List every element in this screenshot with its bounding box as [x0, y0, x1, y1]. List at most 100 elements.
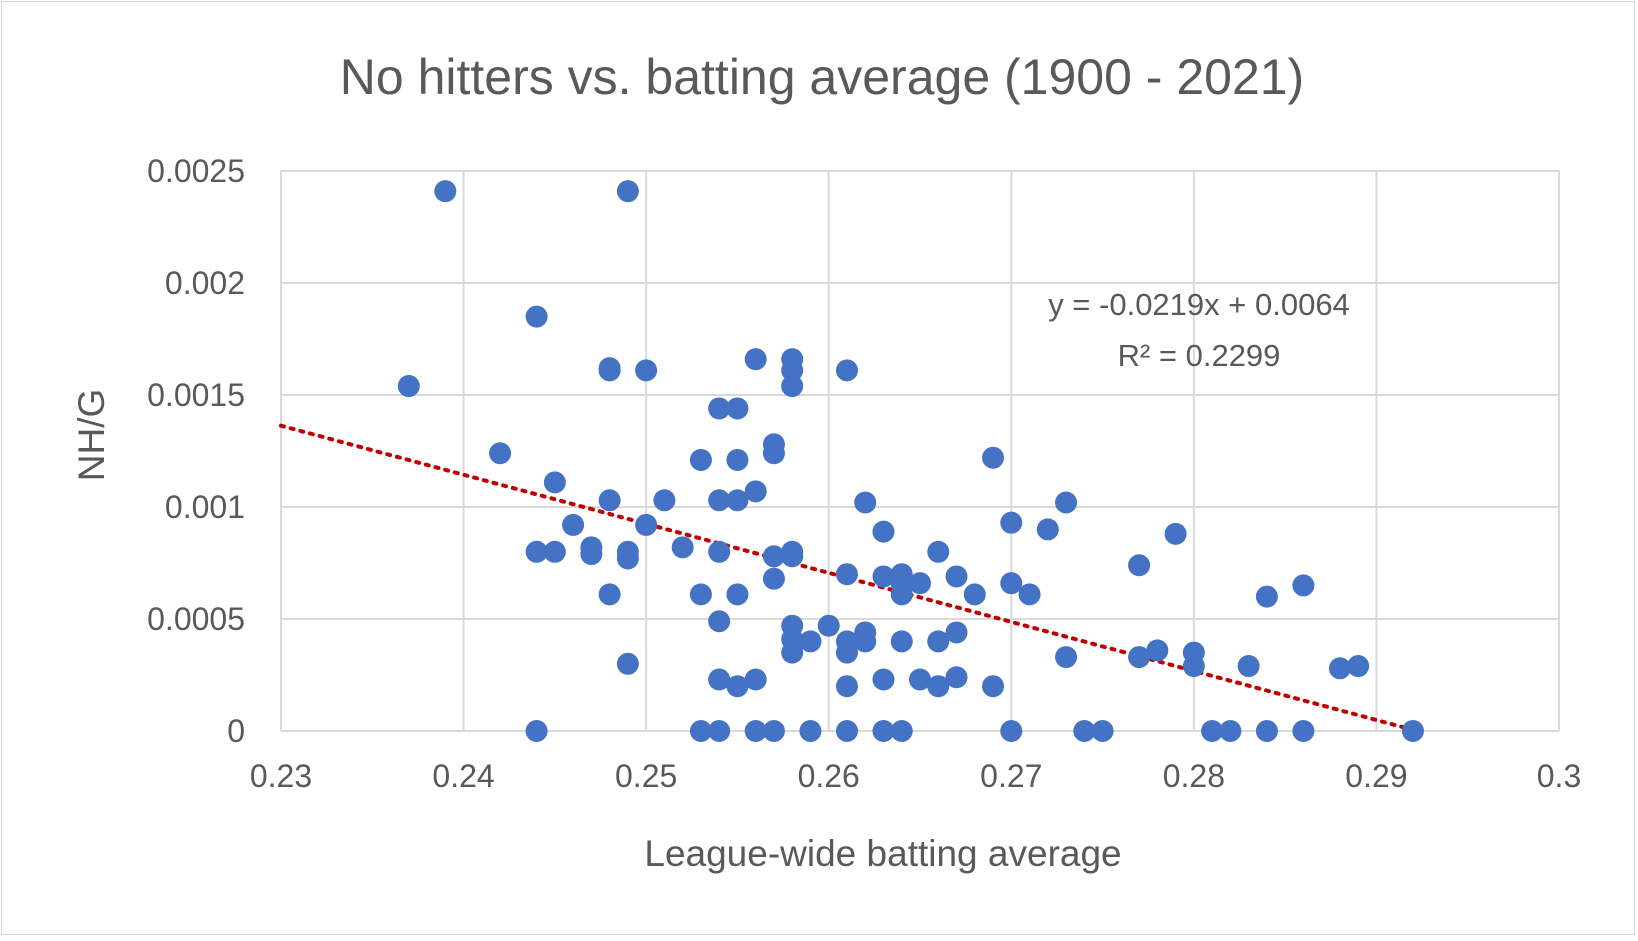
data-point — [1000, 720, 1023, 742]
data-point — [982, 675, 1005, 698]
data-point — [927, 630, 950, 653]
y-tick-label: 0.002 — [165, 265, 245, 301]
data-point — [872, 720, 895, 742]
data-point — [671, 536, 694, 559]
data-point — [726, 583, 749, 606]
data-point — [708, 720, 731, 742]
data-point — [525, 720, 548, 742]
data-point — [434, 180, 457, 203]
data-point — [872, 565, 895, 588]
data-points — [397, 180, 1424, 742]
data-point — [726, 489, 749, 512]
data-point — [1182, 655, 1205, 678]
x-tick-label: 0.27 — [980, 758, 1042, 794]
data-point — [781, 359, 804, 382]
data-point — [762, 567, 785, 590]
data-point — [598, 583, 621, 606]
x-axis-ticks: 0.23 0.24 0.25 0.26 0.27 0.28 0.29 0.3 — [250, 758, 1581, 794]
data-point — [543, 540, 566, 563]
data-point — [1255, 585, 1278, 608]
data-point — [1073, 720, 1096, 742]
data-point — [909, 668, 931, 691]
data-point — [744, 720, 767, 742]
data-point — [799, 630, 822, 653]
data-point — [762, 442, 785, 465]
data-point — [744, 348, 767, 371]
data-point — [963, 583, 986, 606]
data-point — [799, 720, 822, 742]
data-point — [744, 480, 767, 503]
data-point — [872, 520, 895, 543]
data-point — [1292, 574, 1315, 597]
data-point — [689, 583, 712, 606]
data-point — [817, 614, 840, 637]
data-point — [598, 489, 621, 512]
data-point — [708, 668, 731, 691]
y-axis-label: NH/G — [71, 389, 112, 482]
x-tick-label: 0.26 — [798, 758, 860, 794]
y-tick-label: 0 — [227, 713, 245, 749]
data-point — [708, 397, 731, 420]
data-point — [1201, 720, 1224, 742]
data-point — [689, 448, 712, 471]
data-point — [1255, 720, 1278, 742]
data-point — [781, 545, 804, 568]
data-point — [927, 675, 950, 698]
data-point — [1328, 657, 1351, 680]
data-point — [744, 668, 767, 691]
data-point — [708, 540, 731, 563]
data-point — [1055, 646, 1078, 669]
data-point — [945, 621, 968, 644]
data-point — [397, 375, 420, 398]
data-point — [982, 446, 1005, 469]
data-point — [1000, 572, 1023, 595]
data-point — [616, 180, 639, 203]
x-tick-label: 0.24 — [432, 758, 494, 794]
data-point — [726, 448, 749, 471]
y-tick-label: 0.0015 — [147, 377, 245, 413]
data-point — [1128, 646, 1151, 669]
data-point — [1219, 720, 1242, 742]
data-point — [726, 675, 749, 698]
data-point — [726, 397, 749, 420]
data-point — [909, 572, 931, 595]
data-point — [708, 610, 731, 633]
data-point — [835, 720, 858, 742]
data-point — [1018, 583, 1041, 606]
data-point — [1164, 522, 1187, 545]
data-point — [890, 583, 913, 606]
data-point — [1347, 655, 1370, 678]
data-point — [890, 720, 913, 742]
data-point — [1036, 518, 1059, 541]
data-point — [781, 641, 804, 664]
gridlines — [280, 170, 1560, 732]
data-point — [945, 666, 968, 689]
data-point — [854, 491, 877, 514]
data-point — [762, 720, 785, 742]
data-point — [835, 675, 858, 698]
y-tick-label: 0.001 — [165, 489, 245, 525]
data-point — [1055, 491, 1078, 514]
x-tick-label: 0.3 — [1537, 758, 1581, 794]
data-point — [616, 652, 639, 675]
data-point — [653, 489, 676, 512]
data-point — [1401, 720, 1424, 742]
trendline-equation: y = -0.0219x + 0.0064 — [1048, 287, 1350, 322]
x-tick-label: 0.23 — [250, 758, 312, 794]
data-point — [890, 630, 913, 653]
data-point — [689, 720, 712, 742]
x-tick-label: 0.25 — [615, 758, 677, 794]
data-point — [1000, 511, 1023, 534]
y-axis-ticks: 0 0.0005 0.001 0.0015 0.002 0.0025 — [147, 153, 245, 749]
data-point — [927, 540, 950, 563]
data-point — [580, 543, 603, 566]
data-point — [543, 471, 566, 494]
x-tick-label: 0.29 — [1345, 758, 1407, 794]
y-tick-label: 0.0005 — [147, 601, 245, 637]
data-point — [872, 668, 895, 691]
x-axis-label: League-wide batting average — [644, 833, 1121, 874]
chart-title: No hitters vs. batting average (1900 - 2… — [340, 49, 1304, 105]
data-point — [635, 513, 658, 536]
